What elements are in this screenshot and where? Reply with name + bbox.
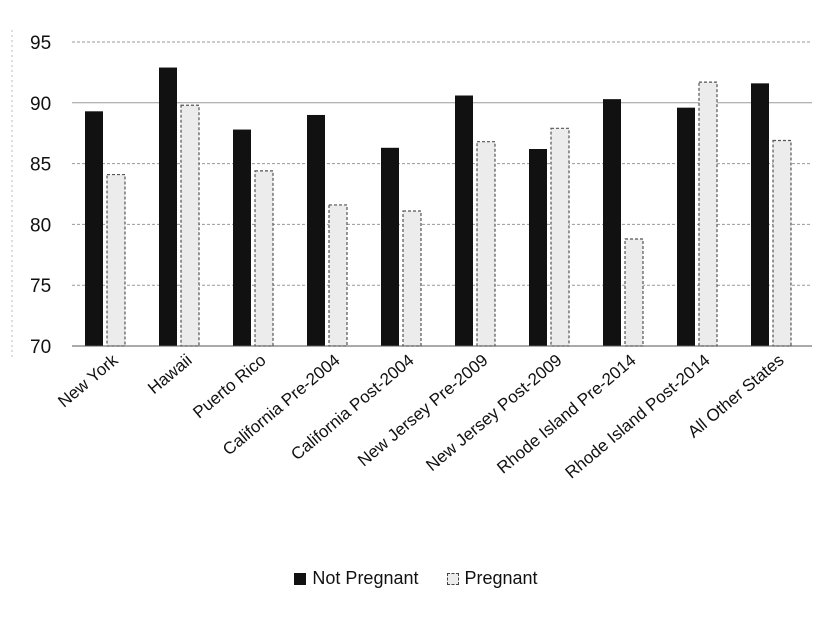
y-tick-label: 75: [30, 276, 51, 297]
y-tick-label: 85: [30, 155, 51, 176]
bar-not-pregnant: [307, 114, 325, 347]
legend-label-not-pregnant: Not Pregnant: [312, 568, 419, 588]
bar-pregnant: [698, 81, 718, 347]
bar-not-pregnant: [677, 107, 695, 346]
bar-not-pregnant: [603, 99, 621, 346]
legend-label-pregnant: Pregnant: [464, 568, 538, 588]
bar-not-pregnant: [159, 67, 177, 346]
legend-item-pregnant: Pregnant: [446, 568, 538, 589]
legend-item-not-pregnant: Not Pregnant: [294, 568, 419, 589]
bar-not-pregnant: [85, 111, 103, 346]
bar-not-pregnant: [529, 149, 547, 346]
legend-swatch-pregnant: [446, 572, 459, 585]
bar-pregnant: [772, 139, 792, 347]
axes: [11, 30, 812, 360]
x-category-label: Rhode Island Pre-2014: [493, 351, 639, 478]
bars: [85, 67, 792, 347]
x-category-label: New Jersey Pre-2009: [354, 351, 491, 471]
bar-not-pregnant: [751, 83, 769, 347]
bar-pregnant: [180, 104, 200, 347]
bar-pregnant: [476, 141, 496, 347]
x-category-label: Rhode Island Post-2014: [562, 351, 714, 483]
x-category-label: New York: [54, 350, 122, 411]
bar-pregnant: [550, 127, 570, 347]
bar-not-pregnant: [381, 147, 399, 346]
x-category-label: California Post-2004: [287, 351, 417, 465]
bar-not-pregnant: [233, 129, 251, 346]
bar-pregnant: [254, 170, 274, 347]
bar-pregnant: [106, 173, 126, 347]
y-tick-label: 95: [30, 33, 51, 54]
bar-pregnant: [328, 204, 348, 347]
x-category-label: New Jersey Post-2009: [422, 351, 565, 475]
y-tick-label: 70: [30, 337, 51, 358]
x-category-label: Hawaii: [144, 351, 195, 398]
legend-swatch-not-pregnant: [294, 572, 307, 585]
y-tick-label: 80: [30, 215, 51, 236]
legend: Not Pregnant Pregnant: [0, 568, 832, 589]
bar-not-pregnant: [455, 95, 473, 346]
y-axis-ticks: 70 75 80 85 90 95: [30, 33, 51, 358]
y-tick-label: 90: [30, 94, 51, 115]
bar-pregnant: [402, 210, 422, 347]
bar-pregnant: [624, 238, 644, 347]
